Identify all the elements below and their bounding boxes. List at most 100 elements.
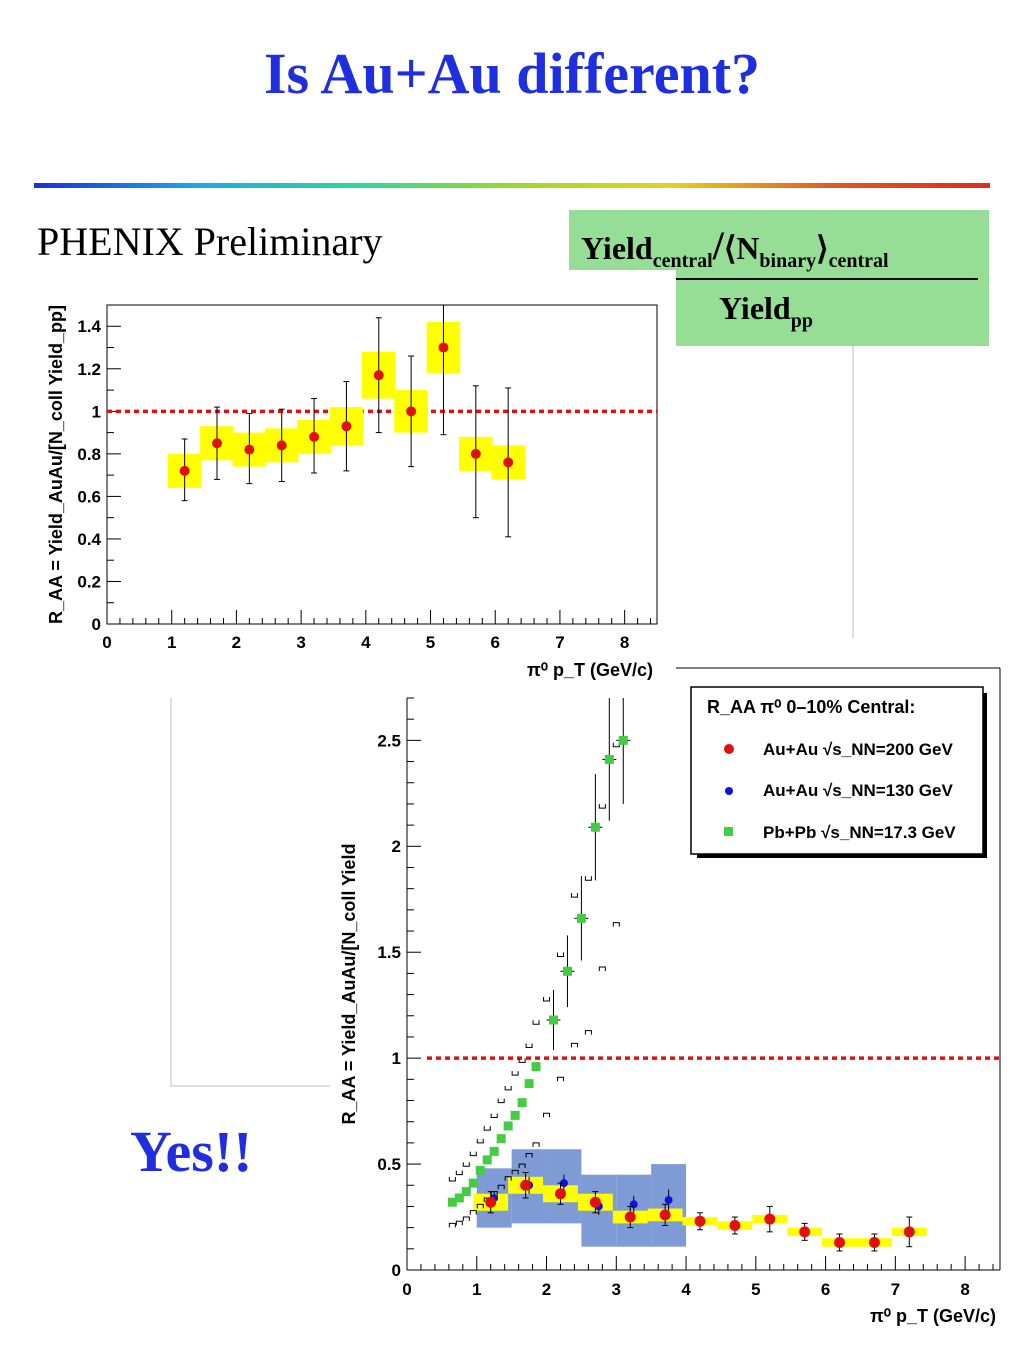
pbpb-point — [576, 913, 586, 923]
auau130-point — [559, 1179, 568, 1188]
numerator-sub-binary: binary — [759, 250, 817, 272]
x-tick-label: 2 — [232, 633, 241, 652]
rainbow-divider — [34, 183, 990, 188]
pbpb-point — [454, 1193, 464, 1203]
pbpb-point — [549, 1015, 559, 1025]
data-point — [212, 438, 222, 449]
denominator-sub-pp: pp — [790, 310, 813, 332]
denominator-yield: Yield — [719, 290, 791, 326]
x-tick-label: 0 — [402, 1280, 411, 1299]
numerator-sub-central-2: central — [828, 250, 889, 272]
legend-marker-green — [724, 827, 733, 836]
y-tick-label: 0 — [392, 1261, 401, 1280]
data-point — [470, 448, 481, 459]
x-axis-title: π⁰ p_T (GeV/c) — [527, 660, 653, 680]
x-tick-label: 5 — [751, 1280, 760, 1299]
pbpb-sys-lower — [497, 1184, 505, 1190]
pbpb-point — [482, 1155, 492, 1165]
x-tick-label: 8 — [960, 1280, 969, 1299]
pbpb-sys-upper — [455, 1170, 463, 1176]
x-tick-label: 4 — [361, 633, 371, 652]
legend-title: R_AA π⁰ 0–10% Central: — [707, 697, 915, 717]
legend-marker-blue — [725, 787, 733, 795]
x-tick-label: 3 — [296, 633, 305, 652]
x-tick-label: 1 — [167, 633, 176, 652]
legend-box — [690, 686, 984, 855]
pbpb-point — [496, 1134, 506, 1144]
pbpb-sys-upper — [490, 1113, 498, 1118]
auau200-point — [624, 1211, 636, 1223]
pbpb-sys-lower — [469, 1210, 477, 1215]
formula-numerator: Yieldcentral/⟨Nbinary⟩central — [581, 222, 889, 273]
data-point — [276, 440, 287, 451]
data-point — [373, 370, 384, 381]
x-tick-label: 1 — [472, 1280, 481, 1299]
data-point — [406, 406, 417, 417]
auau200-point — [520, 1179, 532, 1191]
y-tick-label: 1.4 — [77, 317, 101, 336]
answer-text: Yes!! — [130, 1119, 253, 1184]
auau130-point — [664, 1196, 673, 1205]
auau200-point — [694, 1215, 706, 1227]
pbpb-point — [489, 1146, 499, 1156]
pbpb-sys-lower — [543, 1112, 551, 1118]
formula-denominator: Yieldpp — [719, 290, 813, 333]
y-tick-label: 0.8 — [77, 445, 101, 464]
x-tick-label: 8 — [620, 633, 629, 652]
pbpb-point — [562, 966, 572, 976]
raa-formula-box: Yieldcentral/⟨Nbinary⟩central Yieldpp — [569, 210, 989, 346]
pbpb-sys-lower — [476, 1203, 484, 1209]
pbpb-sys-lower — [532, 1142, 540, 1147]
x-tick-label: 2 — [542, 1280, 551, 1299]
pbpb-sys-lower — [612, 922, 620, 927]
pbpb-point — [517, 1098, 527, 1108]
data-point — [179, 465, 190, 476]
legend: R_AA π⁰ 0–10% Central: Au+Au √s_NN=200 G… — [690, 686, 987, 858]
formula-background-bottom — [676, 268, 989, 346]
pbpb-sys-upper — [598, 804, 606, 809]
auau200-point — [764, 1213, 776, 1225]
x-tick-label: 3 — [612, 1280, 621, 1299]
pbpb-point — [604, 754, 614, 764]
x-tick-label: 6 — [821, 1280, 830, 1299]
pbpb-sys-lower — [504, 1176, 512, 1181]
preliminary-label: PHENIX Preliminary — [37, 219, 383, 264]
x-axis-title: π⁰ p_T (GeV/c) — [870, 1306, 996, 1326]
pbpb-sys-lower — [598, 966, 606, 972]
leader-line-left — [170, 698, 330, 1087]
auau200-point — [659, 1209, 671, 1221]
auau200-point — [485, 1196, 497, 1208]
numerator-sub-central: central — [652, 250, 713, 272]
auau200-point — [834, 1236, 846, 1248]
y-tick-label: 0 — [92, 615, 101, 634]
pbpb-sys-upper — [462, 1162, 470, 1167]
pbpb-sys-lower — [518, 1163, 526, 1169]
pbpb-sys-upper — [518, 1058, 526, 1063]
data-point — [438, 342, 449, 353]
chart-top-raa: 0 1 2 3 4 5 6 7 8 0 0.2 0.4 0.6 0.8 1 1.2 1.4 π⁰ p_T (GeV… — [46, 304, 658, 680]
pbpb-sys-upper — [612, 742, 620, 748]
y-tick-label: 1 — [392, 1049, 401, 1068]
auau200-point — [589, 1196, 601, 1208]
x-tick-label: 0 — [102, 633, 111, 652]
pbpb-point — [468, 1178, 478, 1188]
x-tick-label: 5 — [426, 633, 435, 652]
pbpb-point — [590, 822, 600, 832]
pbpb-sys-upper — [556, 952, 564, 957]
legend-entry-130: Au+Au √s_NN=130 GeV — [763, 781, 953, 800]
pbpb-point — [503, 1121, 513, 1131]
auau200-point — [729, 1220, 741, 1232]
auau130-point — [629, 1200, 638, 1209]
formula-background-top — [569, 210, 989, 270]
y-axis-title: R_AA = Yield_AuAu/[N_coll Yield — [339, 844, 359, 1125]
y-tick-label: 0.4 — [77, 530, 101, 549]
legend-marker-red — [724, 744, 734, 754]
x-tick-label: 7 — [555, 633, 564, 652]
pbpb-point — [524, 1079, 534, 1089]
pbpb-sys-upper — [469, 1151, 477, 1157]
pbpb-sys-upper — [525, 1043, 533, 1049]
pbpb-point — [447, 1197, 457, 1207]
pbpb-sys-lower — [462, 1216, 470, 1222]
y-tick-label: 1 — [92, 402, 101, 421]
